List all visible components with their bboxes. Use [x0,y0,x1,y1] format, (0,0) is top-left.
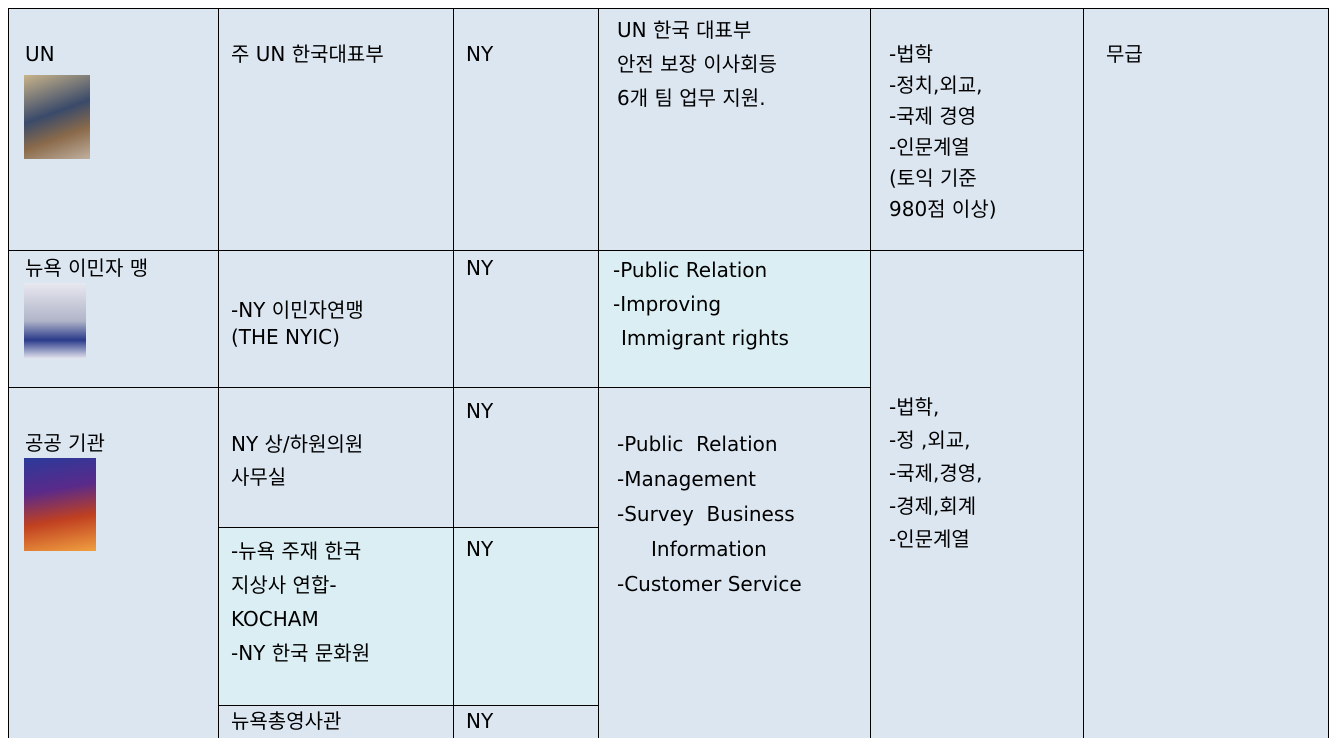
table-cell: 공공 기관 [8,387,219,738]
table-cell: NY [453,8,599,251]
cell-text: KOCHAM [231,607,319,631]
cell-text: -뉴욕 주재 한국 [231,539,362,563]
cell-text: Information [651,537,767,561]
table-cell: 무급 [1083,8,1329,738]
table-cell: 뉴욕총영사관 [218,705,454,738]
cell-text: (토익 기준 [889,166,977,190]
table-cell: -법학 -정치,외교, -국제 경영 -인문계열 (토익 기준 980점 이상) [870,8,1084,251]
cell-text: 사무실 [231,465,287,489]
cell-text: -인문계열 [889,135,970,159]
image [24,458,96,551]
table-cell: NY [453,387,599,528]
cell-text: -국제 경영 [889,104,977,128]
cell-text: NY [466,399,494,423]
cell-text: -Survey Business [617,502,795,526]
table-cell: NY [453,527,599,706]
cell-text: NY [466,709,494,733]
cell-text: -법학, [889,395,940,419]
cell-text: 980점 이상) [889,197,997,221]
cell-text: NY [466,256,494,280]
cell-text: -Public Relation [613,258,768,282]
cell-text: 뉴욕총영사관 [231,709,342,733]
cell-text: -정치,외교, [889,73,983,97]
cell-text: 6개 팀 업무 지원. [617,86,766,110]
cell-text: 주 UN 한국대표부 [231,42,384,66]
table-cell: -법학, -정 ,외교, -국제,경영, -경제,회계 -인문계열 [870,250,1084,738]
cell-text: -Customer Service [617,572,802,596]
cell-text: -Improving [613,292,722,316]
cell-text: -인문계열 [889,527,970,551]
table-cell: 주 UN 한국대표부 [218,8,454,251]
cell-text: -NY 한국 문화원 [231,641,371,665]
table-cell: NY [453,705,599,738]
cell-text: NY 상/하원의원 [231,432,364,456]
cell-text: UN 한국 대표부 [617,18,752,42]
cell-text: -NY 이민자연맹 [231,298,364,322]
cell-text: 무급 [1106,42,1143,66]
cell-text: NY [466,537,494,561]
cell-text: (THE NYIC) [231,325,340,349]
cell-text: 안전 보장 이사회등 [617,52,777,76]
cell-text: UN [25,42,55,66]
cell-text: -Public Relation [617,432,778,456]
cell-text: 뉴욕 이민자 맹 [25,256,149,280]
cell-text: -정 ,외교, [889,428,971,452]
cell-text: 공공 기관 [25,431,105,455]
cell-text: -국제,경영, [889,461,983,485]
table-cell: -Public Relation -Improving Immigrant righ… [598,250,871,388]
image [24,283,86,359]
table-cell: -Public Relation -Management -Survey Busin… [598,387,871,738]
table-cell: NY [453,250,599,388]
cell-text: -Management [617,467,756,491]
cell-text: -경제,회계 [889,494,977,518]
cell-text: 지상사 연합- [231,573,337,597]
cell-text: NY [466,42,494,66]
cell-text: Immigrant rights [621,326,789,350]
image [24,75,90,159]
cell-text: -법학 [889,42,934,66]
table-cell: -NY 이민자연맹 (THE NYIC) [218,250,454,388]
